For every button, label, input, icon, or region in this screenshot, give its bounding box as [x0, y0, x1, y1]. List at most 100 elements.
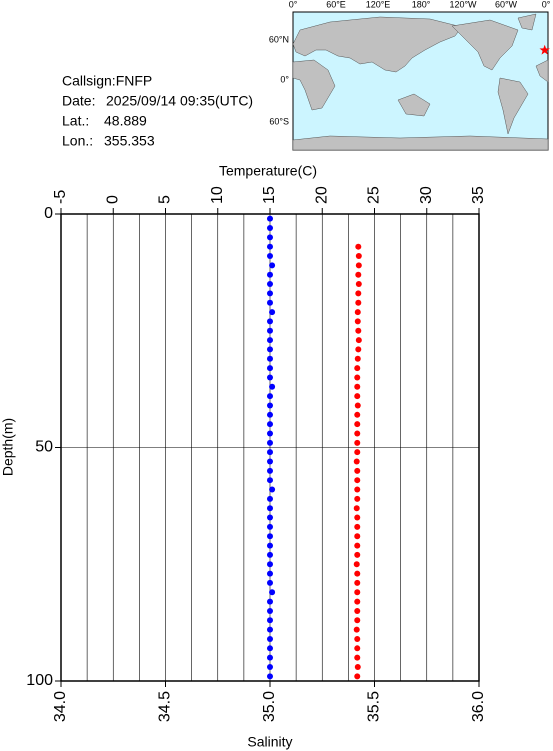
data-point: [267, 477, 273, 484]
map-lat-label: 60°S: [269, 116, 289, 126]
data-point: [267, 337, 273, 344]
map-lat-label: 60°N: [269, 34, 289, 44]
data-point: [355, 281, 362, 288]
y-tick-label: 100: [26, 672, 53, 689]
data-point: [354, 570, 361, 577]
data-point: [354, 421, 361, 428]
data-point: [353, 626, 360, 633]
data-point: [354, 477, 361, 484]
greenland: [517, 13, 537, 31]
africa: [292, 59, 336, 111]
x2-tick-label: 35: [470, 186, 487, 204]
data-point: [267, 318, 273, 325]
data-point: [353, 505, 360, 512]
data-point: [354, 673, 361, 680]
x-tick-label: 36.0: [470, 691, 487, 722]
data-point: [267, 393, 273, 400]
x2-tick-label: -5: [52, 190, 69, 204]
data-point: [354, 374, 361, 381]
x2-tick-label: 30: [418, 186, 435, 204]
data-point: [267, 271, 273, 278]
data-point: [267, 439, 273, 446]
data-point: [269, 383, 276, 390]
data-point: [267, 635, 273, 642]
data-point: [355, 290, 362, 297]
data-point: [354, 579, 361, 586]
data-point: [354, 589, 361, 596]
data-point: [354, 514, 361, 521]
x-tick-label: 34.0: [52, 691, 69, 722]
data-point: [267, 626, 273, 633]
data-point: [354, 495, 361, 502]
map-marker: [539, 44, 550, 55]
data-point: [354, 355, 361, 362]
date-label: Date:: [62, 93, 95, 109]
antarctica: [292, 135, 549, 151]
data-point: [354, 645, 361, 652]
data-point: [267, 467, 273, 474]
data-point: [267, 421, 273, 428]
data-point: [353, 561, 360, 568]
africa-west: [535, 59, 549, 83]
data-point: [354, 523, 361, 530]
data-point: [354, 654, 361, 661]
x-tick-label: 35.0: [261, 691, 278, 722]
data-point: [354, 635, 361, 642]
data-point: [267, 281, 273, 288]
callsign: Callsign:FNFP: [62, 73, 152, 89]
data-point: [267, 243, 273, 250]
y-tick-label: 0: [44, 205, 53, 222]
data-point: [354, 617, 361, 624]
lon: 355.353: [104, 133, 155, 149]
x2-axis-label: Temperature(C): [219, 163, 317, 179]
north-america: [451, 19, 519, 71]
data-point: [354, 542, 361, 549]
y-axis-label: Depth(m): [0, 418, 16, 476]
data-point: [269, 486, 276, 493]
data-point: [267, 561, 273, 568]
data-point: [267, 430, 273, 437]
data-point: [353, 458, 360, 465]
data-point: [355, 299, 362, 306]
data-point: [267, 374, 273, 381]
data-point: [267, 411, 273, 418]
data-point: [354, 430, 361, 437]
data-point: [355, 346, 362, 353]
data-point: [267, 542, 273, 549]
data-point: [354, 551, 361, 558]
data-point: [354, 439, 361, 446]
data-point: [267, 234, 273, 241]
lon-label: Lon.:: [62, 133, 93, 149]
data-point: [267, 365, 273, 372]
data-point: [355, 271, 362, 278]
x2-tick-label: 0: [104, 195, 121, 204]
map-lon-label: 120°E: [366, 0, 391, 9]
data-point: [267, 253, 273, 260]
x2-tick-label: 25: [366, 186, 383, 204]
data-point: [267, 346, 273, 353]
australia: [397, 93, 431, 117]
data-point: [354, 411, 361, 418]
map-lon-label: 60°E: [326, 0, 346, 9]
data-point: [267, 505, 273, 512]
x-tick-label: 34.5: [157, 691, 174, 722]
map-lon-label: 0°: [289, 0, 298, 9]
data-point: [355, 327, 362, 334]
data-point: [267, 514, 273, 521]
data-point: [355, 262, 362, 269]
data-point: [354, 318, 361, 325]
map-lon-label: 120°W: [449, 0, 477, 9]
data-point: [267, 663, 273, 670]
x2-tick-label: 20: [313, 186, 330, 204]
data-point: [267, 355, 273, 362]
data-point: [267, 673, 273, 680]
data-point: [267, 617, 273, 624]
data-point: [267, 402, 273, 409]
data-point: [269, 262, 276, 269]
data-point: [355, 337, 362, 344]
data-point: [354, 607, 361, 614]
lat-label: Lat.:: [62, 113, 89, 129]
map-lon-label: 180°: [412, 0, 431, 9]
data-point: [354, 393, 361, 400]
